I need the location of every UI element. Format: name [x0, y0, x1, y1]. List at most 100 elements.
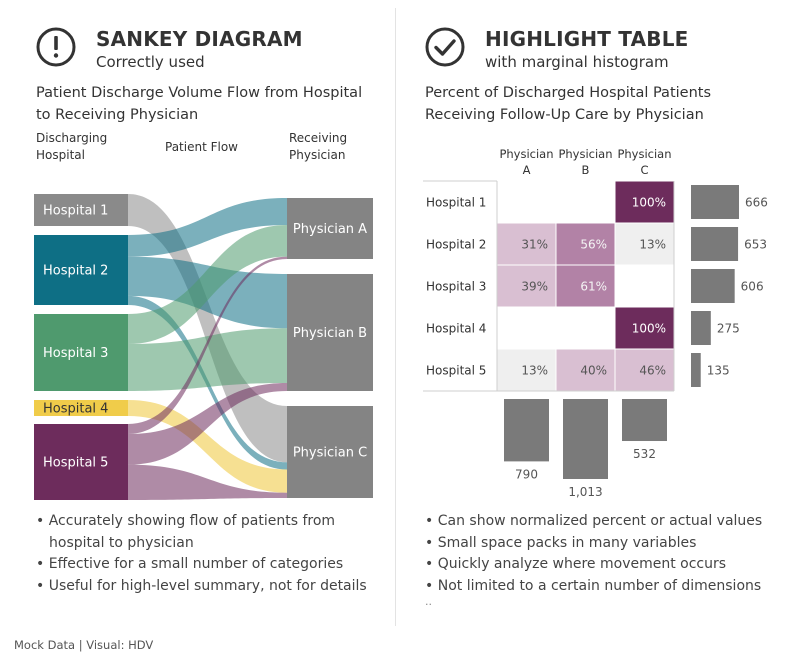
column-total-bar — [563, 399, 608, 479]
table-cell — [555, 222, 616, 266]
check-circle-icon — [425, 27, 465, 67]
sankey-bullet-item: • Accurately showing flow of patients fr… — [36, 513, 336, 529]
sankey-node-label: Hospital 2 — [43, 264, 108, 279]
column-total-label: 1,013 — [568, 485, 602, 499]
sankey-flow-hospital-5-to-physician-c — [128, 464, 287, 500]
row-label-hospital-5: Hospital 5 — [426, 364, 486, 378]
highlight-bullet-item: • Quickly analyze where movement occurs — [425, 556, 727, 572]
table-cell — [555, 264, 616, 308]
column-header-physician-a: A — [523, 163, 531, 177]
table-cell — [614, 264, 675, 308]
row-total-label: 653 — [744, 238, 767, 252]
highlight-ellipsis: .. — [425, 595, 432, 608]
highlight-chart-title-line1: Percent of Discharged Hospital Patients — [425, 85, 712, 101]
sankey-node-label: Physician A — [293, 222, 367, 237]
row-label-hospital-1: Hospital 1 — [426, 196, 486, 210]
sankey-card: SANKEY DIAGRAM Correctly used Patient Di… — [0, 8, 390, 628]
highlight-bullet-text: Small space packs in many variables — [437, 534, 697, 551]
row-label-hospital-2: Hospital 2 — [426, 238, 486, 252]
row-total-bar — [691, 185, 739, 219]
sankey-node-physician-c — [287, 406, 373, 498]
sankey-bullet-item: • Useful for high-level summary, not for… — [36, 577, 367, 594]
sankey-flow-hospital-4-to-physician-c — [128, 400, 287, 493]
table-cell — [496, 180, 557, 224]
highlight-table-card: HIGHLIGHT TABLE with marginal histogram … — [398, 8, 788, 628]
highlight-bullet-text: Quickly analyze where movement occurs — [437, 556, 727, 572]
table-cell — [496, 222, 557, 266]
highlight-table-subtitle: with marginal histogram — [485, 53, 669, 71]
table-cell-value: 100% — [632, 322, 666, 336]
sankey-node-hospital-1 — [34, 194, 128, 226]
sankey-node-hospital-3 — [34, 314, 128, 391]
card-divider — [395, 8, 396, 626]
highlight-chart-title: Percent of Discharged Hospital Patients … — [425, 82, 785, 126]
column-total-label: 790 — [515, 467, 538, 481]
highlight-bullet-item: • Can show normalized percent or actual … — [425, 513, 763, 529]
sankey-chart-title-line2: to Receiving Physician — [36, 107, 199, 123]
discharging-hospital-header: Discharging Hospital — [36, 130, 107, 164]
table-cell-value: 56% — [580, 238, 607, 252]
discharging-hospital-header-line2: Hospital — [36, 148, 85, 162]
column-header-physician-b: B — [582, 163, 590, 177]
sankey-flow-hospital-2-to-physician-a — [128, 198, 287, 257]
sankey-bullet-text: Useful for high-level summary, not for d… — [48, 577, 367, 594]
footer-credit: Mock Data | Visual: HDV — [14, 638, 154, 652]
table-cell-value: 13% — [521, 364, 548, 378]
sankey-subtitle: Correctly used — [96, 53, 205, 71]
discharging-hospital-header-line1: Discharging — [36, 131, 108, 145]
highlight-table-title: HIGHLIGHT TABLE — [485, 27, 689, 51]
column-total-label: 532 — [633, 447, 656, 461]
column-header-physician-b: Physician — [558, 147, 612, 161]
table-cell — [496, 306, 557, 350]
sankey-node-label: Physician B — [293, 326, 367, 341]
table-cell — [555, 306, 616, 350]
row-total-bar — [691, 353, 701, 387]
highlight-bullet-item: • Not limited to a certain number of dim… — [425, 577, 762, 594]
sankey-node-physician-b — [287, 274, 373, 391]
sankey-node-hospital-2 — [34, 235, 128, 305]
sankey-flow-hospital-3-to-physician-b — [128, 328, 287, 391]
table-cell-value: 61% — [580, 280, 607, 294]
table-cell — [614, 222, 675, 266]
table-cell-value: 31% — [521, 238, 548, 252]
table-cell-value: 46% — [639, 364, 666, 378]
sankey-chart-title: Patient Discharge Volume Flow from Hospi… — [36, 82, 386, 126]
sankey-bullet-list: • Accurately showing flow of patients fr… — [36, 511, 386, 597]
highlight-chart-title-line2: Receiving Follow-Up Care by Physician — [425, 107, 704, 123]
table-cell-value: 13% — [639, 238, 666, 252]
table-cell — [614, 348, 675, 392]
column-header-physician-c: C — [640, 163, 648, 177]
sankey-node-label: Physician C — [293, 446, 367, 461]
table-cell — [496, 348, 557, 392]
highlight-bullet-list: • Can show normalized percent or actual … — [425, 511, 785, 607]
exclamation-circle-icon — [36, 27, 76, 67]
sankey-node-label: Hospital 1 — [43, 204, 108, 219]
sankey-node-label: Hospital 3 — [43, 346, 108, 361]
row-total-label: 135 — [707, 364, 730, 378]
sankey-flow-hospital-5-to-physician-a — [128, 256, 287, 434]
table-cell-value: 40% — [580, 364, 607, 378]
column-total-bar — [622, 399, 667, 442]
row-total-label: 275 — [717, 322, 740, 336]
sankey-node-label: Hospital 5 — [43, 456, 108, 471]
sankey-node-physician-a — [287, 198, 373, 259]
patient-flow-header: Patient Flow — [165, 140, 238, 154]
column-header-physician-a: Physician — [499, 147, 553, 161]
sankey-node-hospital-4 — [34, 400, 128, 416]
sankey-flow-hospital-3-to-physician-a — [128, 225, 287, 345]
row-total-label: 666 — [745, 196, 768, 210]
highlight-bullet-text: Can show normalized percent or actual va… — [437, 513, 763, 529]
receiving-physician-header: Receiving Physician — [289, 130, 347, 164]
sankey-bullet-item: • Effective for a small number of catego… — [36, 556, 344, 572]
sankey-diagram: Hospital 1 Hospital 2 Hospital 3 Hospital 4… — [34, 194, 373, 500]
receiving-physician-header-line2: Physician — [289, 148, 346, 162]
receiving-physician-header-line1: Receiving — [289, 131, 348, 145]
row-total-bar — [691, 269, 735, 303]
sankey-flow-hospital-5-to-physician-b — [128, 382, 287, 465]
highlight-bullet-text: Not limited to a certain number of dimen… — [437, 577, 762, 594]
row-total-label: 606 — [741, 280, 764, 294]
table-cell — [614, 180, 675, 224]
highlight-table: Physician A Physician B Physician C Hospital 1… — [423, 147, 768, 499]
sankey-bullet-text: Accurately showing flow of patients from — [48, 513, 336, 529]
row-total-bar — [691, 311, 711, 345]
